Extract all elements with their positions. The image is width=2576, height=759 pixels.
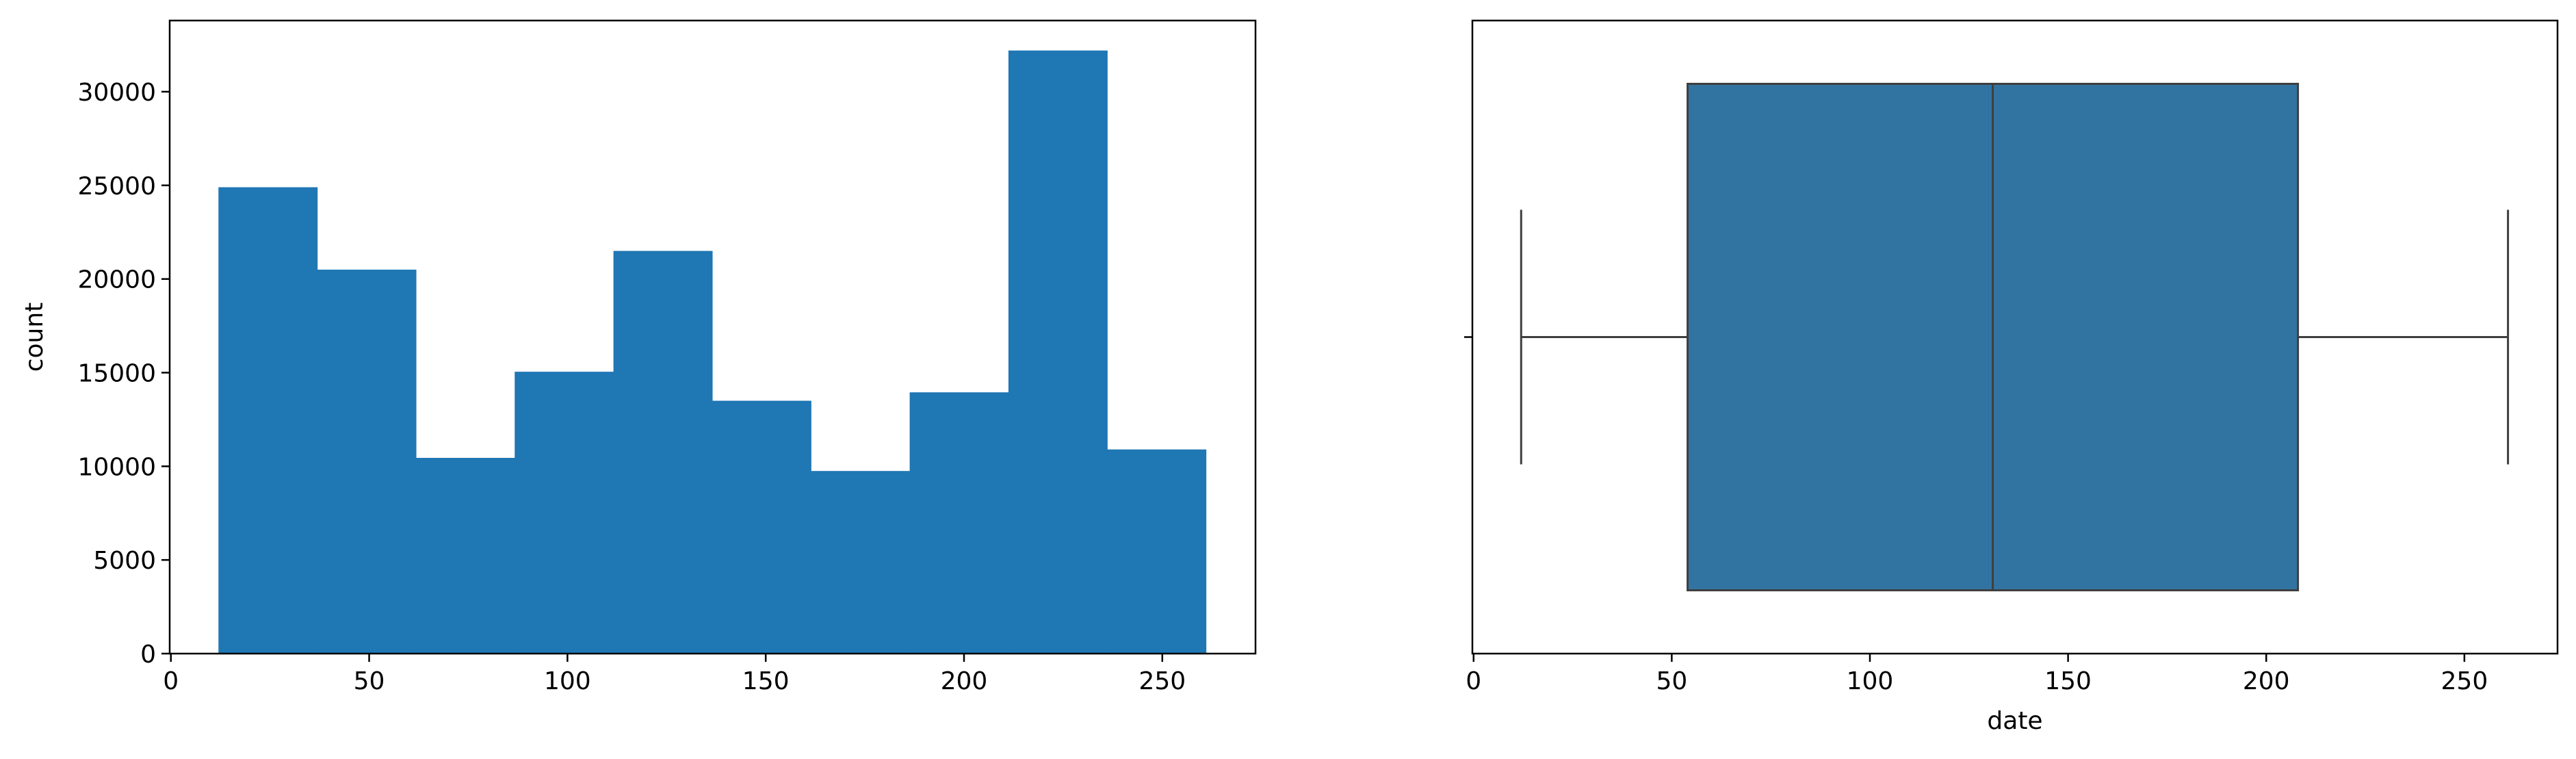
y-tick-label: 5000 [93, 547, 156, 575]
histogram-chart: 0 50 100 150 200 250 0 5000 10000 15000 20000 2500… [21, 19, 1257, 695]
x-tick-label: 0 [163, 667, 179, 695]
boxplot-x-axis-label: date [1987, 707, 2042, 735]
boxplot-marks [1520, 83, 2510, 591]
x-tick-label: 100 [544, 667, 591, 695]
histogram-bar [1008, 50, 1108, 654]
y-tick-label: 20000 [77, 266, 156, 294]
y-tick-label: 15000 [77, 359, 156, 387]
y-tick-label: 10000 [77, 453, 156, 481]
histogram-bar [811, 471, 911, 654]
x-tick-label: 100 [1847, 667, 1894, 695]
histogram-bar [613, 250, 713, 654]
histogram-bars [218, 50, 1207, 654]
histogram-bar [712, 400, 811, 654]
histogram-bar [515, 372, 614, 654]
x-tick-label: 200 [2243, 667, 2290, 695]
x-tick-label: 200 [941, 667, 988, 695]
x-tick-label: 50 [1656, 667, 1687, 695]
x-tick-label: 0 [1466, 667, 1481, 695]
histogram-x-ticks: 0 50 100 150 200 250 [163, 654, 1186, 695]
histogram-bar [909, 392, 1009, 654]
histogram-bar [415, 458, 515, 654]
x-tick-label: 150 [742, 667, 790, 695]
x-tick-label: 250 [1139, 667, 1186, 695]
y-tick-label: 30000 [77, 79, 156, 107]
histogram-y-axis-label: count [21, 303, 49, 372]
histogram-bar [317, 269, 417, 654]
x-tick-label: 50 [354, 667, 385, 695]
x-tick-label: 250 [2441, 667, 2488, 695]
x-tick-label: 150 [2044, 667, 2092, 695]
y-tick-label: 25000 [77, 172, 156, 201]
y-tick-label: 0 [140, 641, 156, 669]
histogram-y-ticks: 0 5000 10000 15000 20000 25000 30000 [77, 79, 170, 669]
histogram-bar [218, 187, 318, 654]
boxplot-x-ticks: 0 50 100 150 200 250 [1466, 654, 2488, 695]
histogram-bar [1107, 449, 1207, 654]
histogram-axes-frame [168, 19, 1257, 655]
boxplot-chart: 0 50 100 150 200 250 date [1464, 19, 2559, 735]
